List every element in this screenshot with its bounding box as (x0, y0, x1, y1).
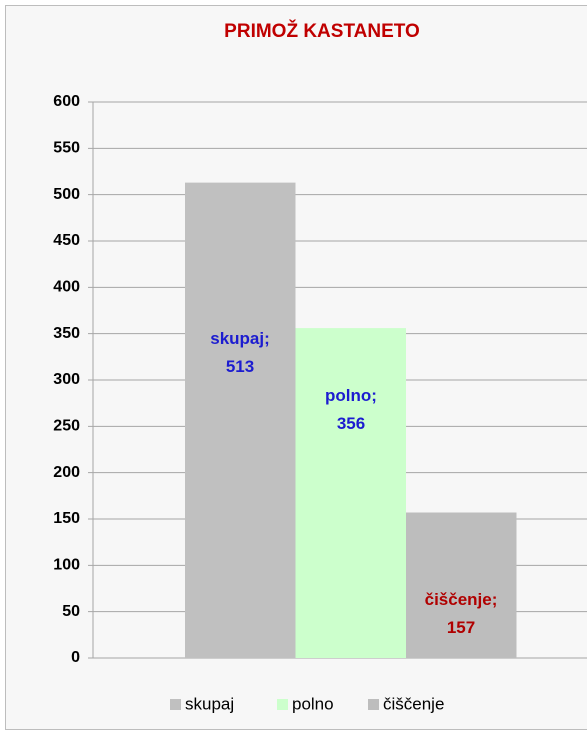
y-tick-label: 150 (53, 510, 80, 527)
bar (295, 328, 406, 658)
chart-title: PRIMOŽ KASTANETO (224, 20, 420, 42)
legend-swatch (170, 699, 181, 710)
y-tick-label: 400 (53, 279, 80, 296)
legend-swatch (277, 699, 288, 710)
y-tick-label: 200 (53, 464, 80, 481)
data-label: skupaj; 513 (210, 329, 270, 376)
data-label: čiščenje; 157 (425, 590, 498, 637)
y-tick-label: 250 (53, 418, 80, 435)
y-tick-label: 350 (53, 325, 80, 342)
legend-label: polno (292, 694, 334, 713)
data-label: polno; 356 (325, 386, 377, 433)
y-tick-label: 450 (53, 232, 80, 249)
y-tick-label: 500 (53, 186, 80, 203)
y-tick-label: 550 (53, 140, 80, 157)
y-tick-label: 300 (53, 371, 80, 388)
y-tick-label: 0 (71, 649, 80, 666)
bar (185, 182, 296, 658)
legend-label: čiščenje (383, 694, 444, 713)
bar (406, 512, 517, 658)
y-tick-label: 600 (53, 93, 80, 110)
y-tick-label: 50 (62, 603, 80, 620)
legend-swatch (368, 699, 379, 710)
y-tick-label: 100 (53, 557, 80, 574)
legend-label: skupaj (185, 694, 234, 713)
